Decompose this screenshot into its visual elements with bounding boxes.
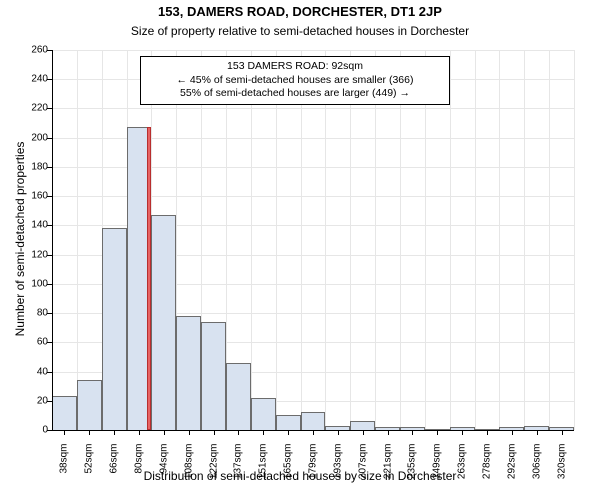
x-tick-label: 306sqm: [531, 444, 542, 494]
grid-line-v: [325, 50, 326, 430]
x-tick-label: 221sqm: [382, 444, 393, 494]
grid-line-v: [276, 50, 277, 430]
y-tick-label: 200: [8, 132, 48, 143]
x-tick-label: 38sqm: [59, 444, 70, 494]
highlight-bar: [147, 127, 151, 430]
x-tick-label: 292sqm: [506, 444, 517, 494]
x-tick-label: 151sqm: [258, 444, 269, 494]
grid-line-v: [475, 50, 476, 430]
x-tick-label: 320sqm: [556, 444, 567, 494]
x-tick-label: 165sqm: [283, 444, 294, 494]
y-tick-label: 120: [8, 249, 48, 260]
y-tick-label: 180: [8, 161, 48, 172]
histogram-bar: [201, 322, 226, 430]
annotation-line1: 153 DAMERS ROAD: 92sqm: [147, 60, 443, 74]
y-tick-label: 240: [8, 74, 48, 85]
grid-line: [52, 108, 574, 109]
x-tick-label: 235sqm: [407, 444, 418, 494]
grid-line-v: [301, 50, 302, 430]
grid-line-v: [499, 50, 500, 430]
y-tick-label: 160: [8, 191, 48, 202]
x-tick-label: 94sqm: [158, 444, 169, 494]
y-tick-label: 60: [8, 337, 48, 348]
grid-line-v: [425, 50, 426, 430]
annotation-box: 153 DAMERS ROAD: 92sqm ← 45% of semi-det…: [140, 56, 450, 105]
grid-line-v: [524, 50, 525, 430]
y-tick-label: 260: [8, 45, 48, 56]
y-tick-label: 100: [8, 278, 48, 289]
grid-line-v: [450, 50, 451, 430]
y-tick-label: 20: [8, 395, 48, 406]
x-tick-label: 193sqm: [332, 444, 343, 494]
x-axis-line: [52, 430, 574, 431]
histogram-bar: [226, 363, 251, 430]
x-tick-label: 66sqm: [109, 444, 120, 494]
y-tick-label: 0: [8, 425, 48, 436]
x-tick-label: 207sqm: [357, 444, 368, 494]
x-tick-label: 263sqm: [457, 444, 468, 494]
grid-line: [52, 50, 574, 51]
annotation-line2: ← 45% of semi-detached houses are smalle…: [147, 74, 443, 88]
histogram-bar: [151, 215, 176, 430]
x-tick-label: 278sqm: [482, 444, 493, 494]
x-tick-label: 249sqm: [432, 444, 443, 494]
x-tick-label: 122sqm: [208, 444, 219, 494]
grid-line-v: [400, 50, 401, 430]
x-tick-label: 52sqm: [84, 444, 95, 494]
histogram-bar: [52, 396, 77, 430]
grid-line-v: [77, 50, 78, 430]
grid-line-v: [574, 50, 575, 430]
chart-title: 153, DAMERS ROAD, DORCHESTER, DT1 2JP: [0, 4, 600, 19]
histogram-bar: [350, 421, 375, 430]
y-axis-line: [52, 50, 53, 430]
histogram-bar: [276, 415, 301, 430]
annotation-line3: 55% of semi-detached houses are larger (…: [147, 87, 443, 101]
grid-line-v: [251, 50, 252, 430]
histogram-bar: [301, 412, 326, 430]
grid-line-v: [549, 50, 550, 430]
y-tick-label: 220: [8, 103, 48, 114]
grid-line-v: [375, 50, 376, 430]
y-tick-label: 40: [8, 366, 48, 377]
y-tick-label: 140: [8, 220, 48, 231]
x-tick-label: 108sqm: [183, 444, 194, 494]
x-tick-label: 137sqm: [233, 444, 244, 494]
histogram-bar: [77, 380, 102, 430]
plot-area: [52, 50, 574, 430]
histogram-bar: [176, 316, 201, 430]
x-tick-label: 179sqm: [308, 444, 319, 494]
histogram-bar: [251, 398, 276, 430]
grid-line-v: [350, 50, 351, 430]
y-tick-label: 80: [8, 308, 48, 319]
histogram-bar: [102, 228, 127, 430]
x-tick-label: 80sqm: [134, 444, 145, 494]
chart-subtitle: Size of property relative to semi-detach…: [0, 24, 600, 38]
